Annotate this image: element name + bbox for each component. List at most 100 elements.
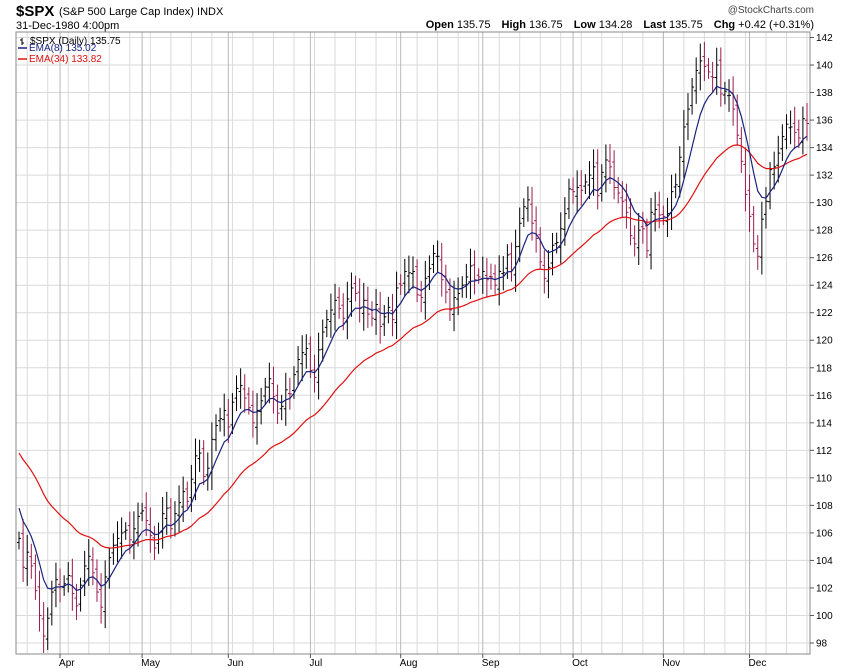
price-bar [17, 531, 21, 550]
price-bar [255, 393, 260, 445]
price-bar [566, 178, 571, 220]
y-tick-label: 132 [816, 171, 833, 182]
x-tick-label: Jul [309, 658, 322, 668]
low-label: Low [573, 19, 596, 31]
price-bar [131, 511, 136, 560]
price-bar [37, 570, 42, 632]
price-bar [78, 577, 83, 612]
price-bar [406, 255, 411, 294]
y-tick-label: 126 [816, 253, 833, 264]
price-bar [349, 272, 354, 317]
price-bar [612, 150, 617, 200]
price-bar [616, 177, 621, 204]
x-tick-label: Apr [59, 658, 75, 668]
price-bar [234, 375, 239, 412]
price-bar [772, 151, 777, 190]
price-bar [53, 562, 58, 608]
price-bar [521, 198, 526, 228]
price-bar [805, 103, 809, 141]
price-bar [21, 518, 26, 583]
price-bar [747, 174, 752, 233]
price-bar [345, 281, 350, 340]
price-bar [439, 242, 444, 297]
x-tick-label: Nov [662, 658, 680, 668]
y-tick-label: 116 [816, 391, 832, 402]
price-bar [365, 286, 370, 328]
y-tick-label: 136 [816, 116, 833, 127]
price-bar [353, 275, 358, 302]
open-label: Open [425, 19, 454, 31]
price-bar [530, 186, 535, 241]
price-bar [702, 41, 707, 82]
price-bar [140, 502, 145, 522]
y-tick-label: 130 [816, 198, 833, 209]
price-bar [33, 554, 38, 600]
legend-price: $SPX (Daily) 135.75 [30, 36, 121, 47]
y-tick-label: 138 [816, 88, 833, 99]
price-bar [201, 440, 206, 486]
price-bar [685, 93, 690, 141]
ema34-line [18, 144, 808, 549]
price-bar [579, 170, 584, 206]
legend-ema34: EMA(34) 133.82 [29, 54, 102, 65]
price-bar [148, 507, 153, 553]
price-bar [263, 377, 268, 406]
y-tick-label: 142 [816, 33, 833, 44]
price-bar [792, 106, 797, 149]
price-bar [661, 205, 666, 226]
last-label: Last [643, 19, 667, 31]
price-bar [181, 476, 186, 523]
y-tick-label: 128 [816, 226, 833, 237]
price-bar [423, 260, 428, 320]
ema8-line [18, 85, 808, 592]
price-bar [296, 346, 301, 386]
price-bar [558, 212, 563, 264]
price-bar [378, 291, 383, 344]
exchange: INDX [197, 6, 224, 18]
price-bar [304, 334, 309, 369]
y-tick-label: 124 [816, 281, 833, 292]
price-bar [677, 146, 682, 198]
price-bar [640, 211, 645, 244]
price-bar [156, 522, 161, 554]
price-bar [718, 47, 723, 107]
price-bar [144, 492, 149, 536]
price-bar [517, 207, 522, 263]
price-bar [136, 502, 141, 547]
grid-layer [16, 32, 810, 654]
price-bar [583, 174, 588, 195]
open-value: 135.75 [456, 19, 491, 31]
x-tick-label: Aug [400, 658, 418, 668]
price-bar [419, 280, 424, 312]
price-bar [591, 149, 596, 196]
x-tick-label: Dec [749, 658, 767, 668]
price-bar [218, 407, 223, 432]
price-bar [160, 497, 165, 549]
price-bar [768, 162, 773, 210]
symbol[interactable]: $SPX [16, 3, 55, 20]
price-bar [411, 256, 415, 289]
price-bar [394, 271, 399, 339]
price-bar [727, 79, 732, 112]
price-bar [513, 229, 518, 292]
price-bar [402, 258, 407, 296]
price-bar [657, 191, 662, 229]
y-tick-label: 134 [816, 143, 833, 154]
price-bar [505, 244, 510, 280]
price-bar [123, 522, 128, 540]
y-tick-label: 110 [816, 473, 832, 484]
price-bar [168, 498, 173, 539]
price-bar [197, 439, 202, 472]
price-bar [435, 240, 440, 273]
price-bar [25, 534, 30, 586]
price-bar [476, 268, 481, 284]
price-bar [287, 377, 292, 410]
price-bar [66, 562, 71, 593]
price-bar [222, 393, 227, 437]
legend: $SPX (Daily) 135.75 EMA(8) 135.02 EMA(34… [18, 36, 121, 65]
price-bar [484, 258, 489, 298]
watermark[interactable]: @StockCharts.com [727, 5, 814, 16]
price-bar [780, 124, 785, 162]
price-bar [209, 422, 214, 490]
